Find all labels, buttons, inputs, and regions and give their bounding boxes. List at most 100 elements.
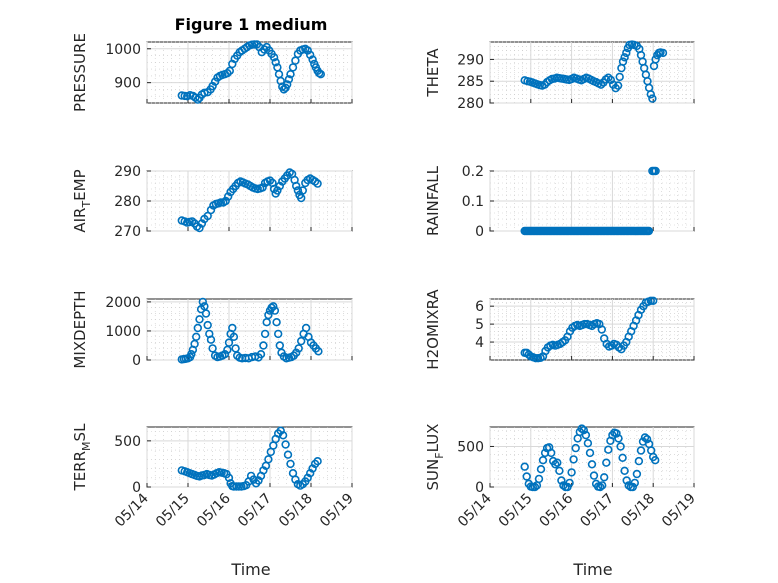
data-point [308,55,317,64]
axes-layer: 900 1000 PRESSURE 280 285 290 THETA 270 280 290 AI… [71,33,699,530]
y-tick-label: 0 [475,224,484,240]
data-point [658,48,668,58]
data-point [292,348,301,357]
series-markers [520,296,658,363]
data-point [203,211,212,221]
data-point [628,482,637,492]
data-point [195,315,204,324]
grid [146,170,353,232]
data-point [585,448,595,458]
data-point [192,332,201,341]
data-point [571,443,580,453]
y-tick-label: 270 [114,224,141,240]
data-point [563,482,572,492]
figure-title: Figure 1 medium [175,15,328,34]
data-point [555,466,564,475]
data-point [292,181,301,191]
data-point [651,55,660,64]
data-point [293,186,303,195]
y-axis-label: THETA [424,48,442,98]
data-point [200,88,209,98]
data-point [229,332,239,341]
data-point [567,468,576,477]
series-markers [520,40,668,103]
data-point [270,306,280,315]
data-point [640,433,650,442]
data-point [595,482,605,492]
data-point [206,335,216,344]
y-tick-label: 290 [114,164,141,180]
data-point [273,186,282,195]
data-point [208,344,217,353]
data-point [520,462,529,471]
y-tick-label: 285 [457,74,484,90]
data-point [193,323,203,333]
panel-6: 4 5 6 H2OMIXRA [424,289,695,370]
data-point [301,323,311,333]
data-point [256,350,266,359]
data-point [615,72,624,82]
data-point [618,57,628,66]
data-point [316,69,325,79]
data-point [651,166,660,176]
grid [489,298,695,361]
data-point [597,325,606,334]
data-point [206,205,216,215]
data-point [634,456,644,466]
data-point [264,455,273,464]
data-point [264,310,273,320]
data-point [283,450,293,459]
y-tick-label: 0.1 [462,194,484,210]
x-axis-label-right: Time [572,560,612,579]
y-tick-label: 900 [114,76,141,92]
series-markers [177,426,322,491]
data-point [620,466,629,475]
data-point [269,302,278,311]
data-point [297,336,306,346]
data-point [225,66,235,76]
y-tick-label: 290 [457,52,484,68]
data-point [648,296,658,305]
y-tick-label: 5 [475,317,484,333]
data-point [297,193,306,203]
data-point [587,460,597,469]
data-point [203,320,212,330]
data-point [583,439,593,448]
data-point [538,456,548,465]
data-point [313,457,322,466]
data-point [553,458,562,467]
data-point [210,77,220,86]
y-tick-label: 280 [114,194,141,210]
data-point [294,344,303,353]
data-point [644,226,654,236]
data-point [522,472,531,481]
data-point [283,80,292,89]
data-point [614,434,623,443]
data-point [642,435,652,444]
data-point [198,297,208,307]
data-point [565,478,574,488]
data-point [272,318,281,327]
data-point [276,426,285,435]
data-point [234,482,244,491]
data-point [577,424,586,433]
data-point [313,179,322,188]
data-point [630,478,639,488]
data-point [298,186,307,195]
plot-area [146,298,353,361]
data-point [604,445,613,454]
data-point [534,474,544,484]
data-point [599,473,609,482]
data-point [622,476,631,485]
panel-2: 280 285 290 THETA [424,40,695,112]
y-tick-label: 0 [132,480,141,496]
data-point [281,440,290,449]
y-axis-label: RAINFALL [424,165,442,236]
data-point [259,341,268,350]
data-point [622,48,631,58]
data-point [632,469,642,479]
data-point [216,198,226,207]
data-point [536,465,546,474]
y-tick-label: 2000 [105,295,141,311]
